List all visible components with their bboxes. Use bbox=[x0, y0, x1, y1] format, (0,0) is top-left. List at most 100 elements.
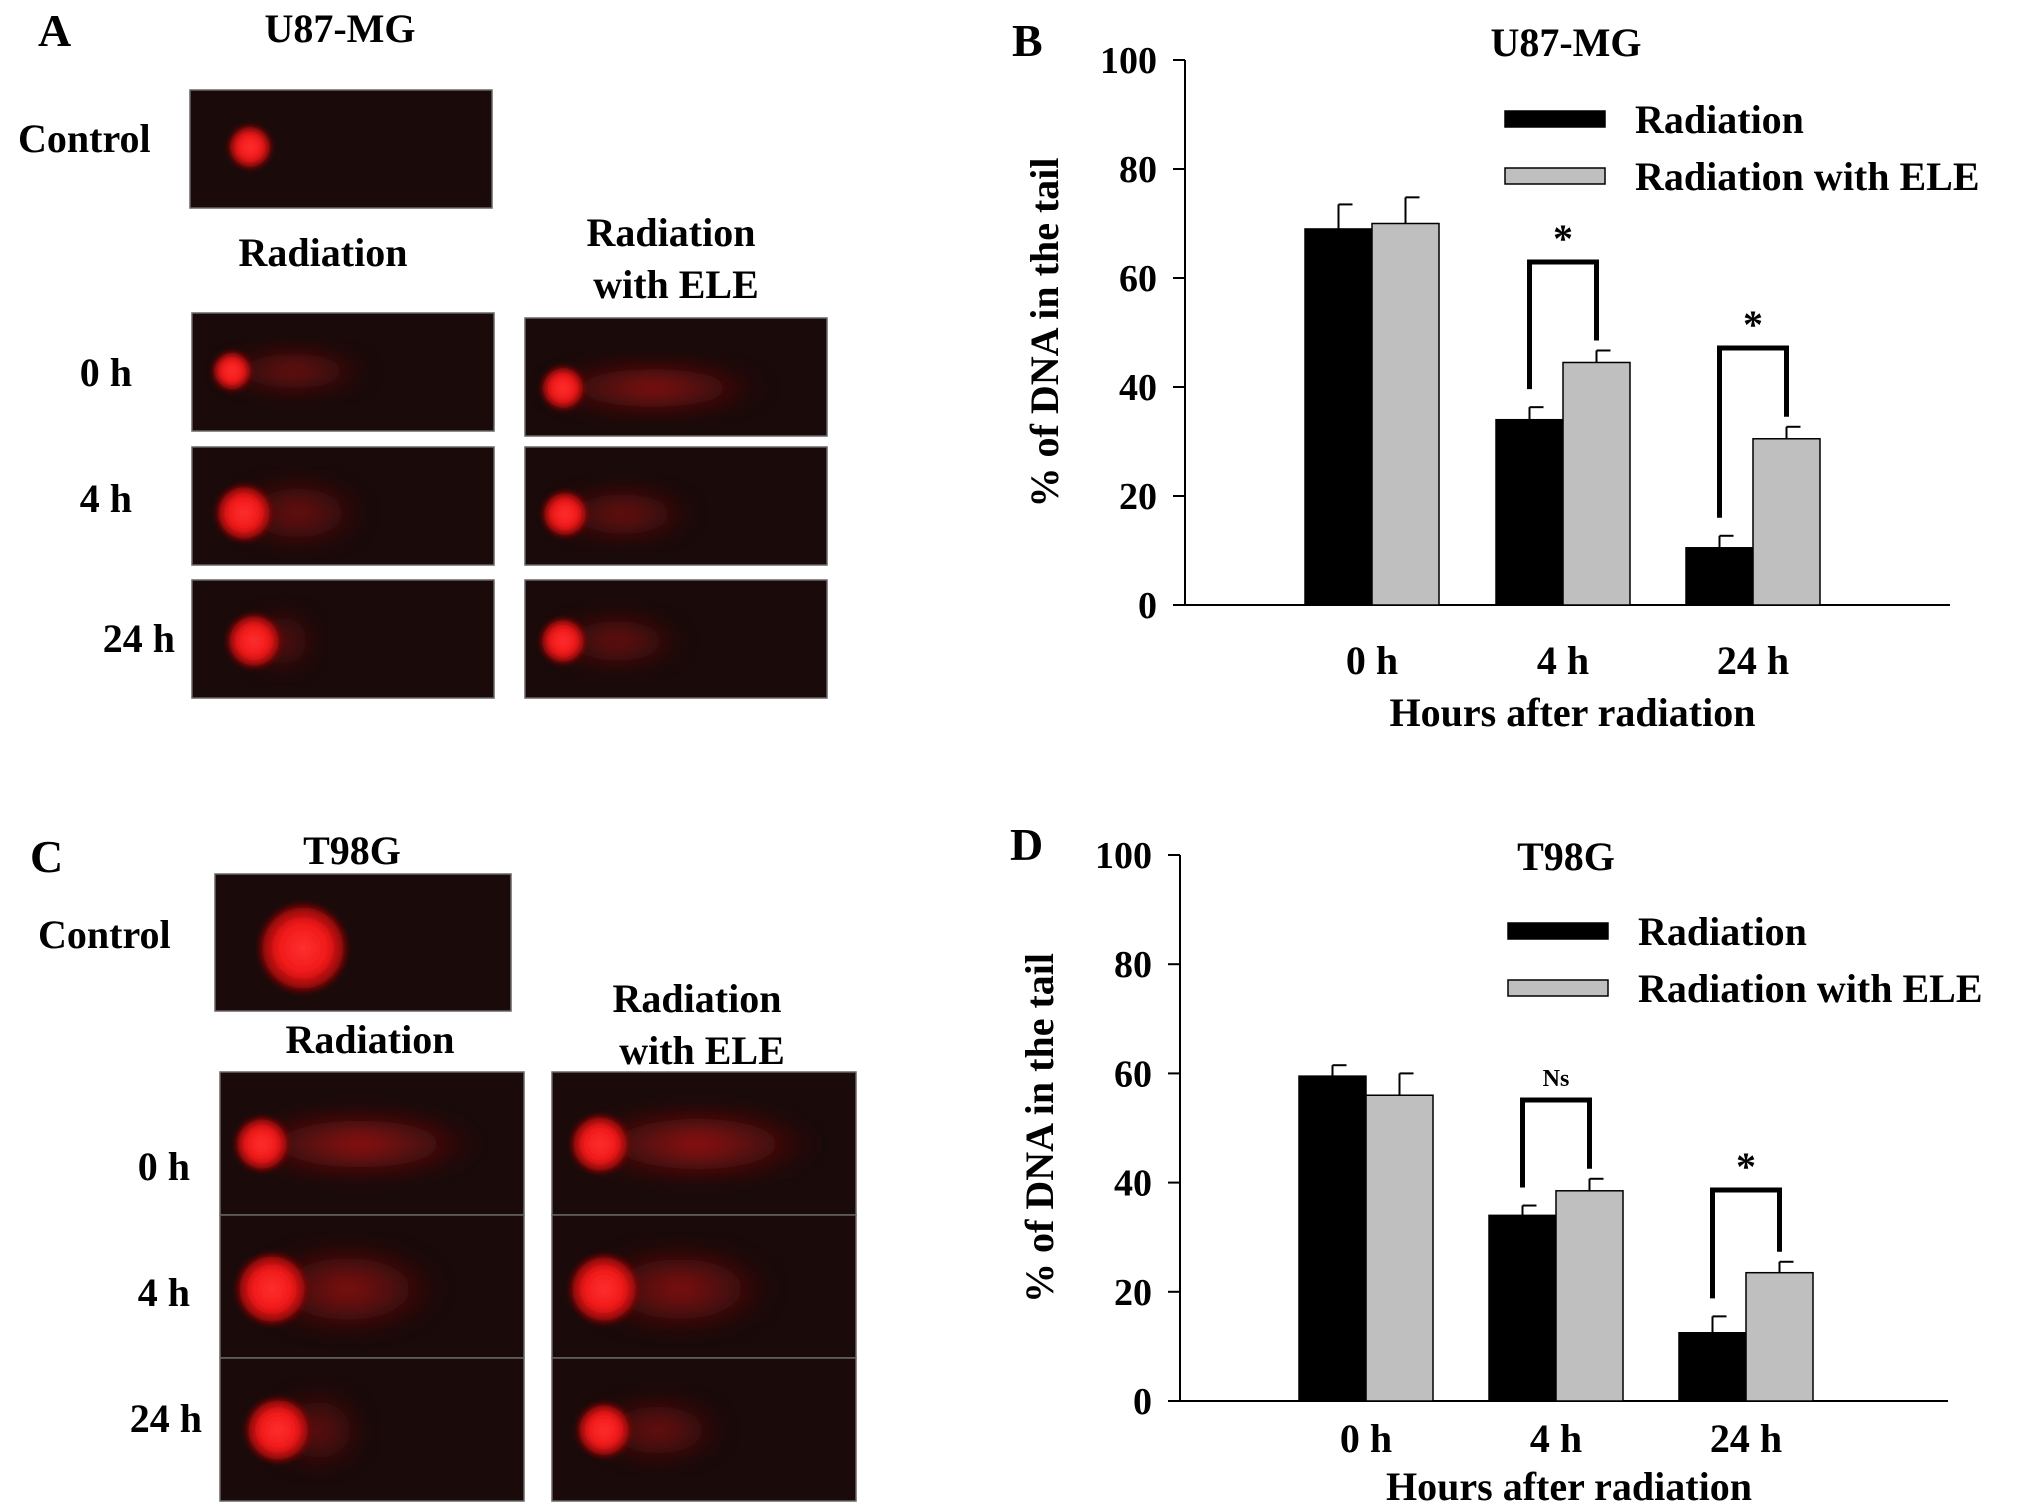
comet-image-a-ele-0h bbox=[524, 317, 828, 437]
comet-head bbox=[227, 124, 273, 170]
significance-bracket bbox=[1527, 259, 1599, 390]
panel-c-row-4h: 4 h bbox=[138, 1270, 190, 1315]
y-tick-label: 60 bbox=[1119, 258, 1157, 300]
comet-head bbox=[568, 1112, 632, 1176]
comet-head bbox=[575, 1401, 633, 1459]
panel-a-col-radiation-ele-line2: with ELE bbox=[593, 262, 759, 307]
comet-image-a-radiation-4h bbox=[191, 446, 495, 566]
comet-head bbox=[211, 350, 253, 392]
panel-c-cell-line: T98G bbox=[303, 828, 401, 873]
legend-swatch bbox=[1507, 979, 1609, 997]
panel-c-row-24h: 24 h bbox=[130, 1396, 202, 1441]
comet-image-c-ele-0h bbox=[551, 1071, 857, 1216]
panel-a-row-24h: 24 h bbox=[103, 616, 175, 661]
bar-radiation-0 bbox=[1304, 228, 1373, 606]
panel-b-letter: B bbox=[1012, 15, 1043, 66]
significance-label: * bbox=[1736, 1144, 1756, 1189]
comet-head bbox=[225, 612, 283, 670]
comet-image-c-ele-4h bbox=[551, 1214, 857, 1359]
y-tick-label: 40 bbox=[1119, 367, 1157, 409]
x-tick-label: 24 h bbox=[1710, 1416, 1782, 1461]
legend-label: Radiation with ELE bbox=[1638, 966, 1983, 1011]
bar-radiation-ele-2 bbox=[1752, 438, 1821, 606]
bar-radiation-ele-2 bbox=[1745, 1271, 1814, 1402]
y-tick-label: 100 bbox=[1095, 835, 1152, 877]
comet-image-c-radiation-0h bbox=[219, 1071, 525, 1216]
panel-a-col-radiation-ele: Radiation with ELE bbox=[587, 210, 766, 307]
panel-a-control-label: Control bbox=[18, 116, 151, 161]
panel-c-col-radiation-ele: Radiation with ELE bbox=[613, 976, 792, 1073]
bar-radiation-0 bbox=[1298, 1075, 1367, 1402]
y-tick-label: 0 bbox=[1133, 1381, 1152, 1423]
x-tick-label: 24 h bbox=[1717, 638, 1789, 683]
y-tick-label: 40 bbox=[1114, 1163, 1152, 1205]
bar-radiation-1 bbox=[1488, 1214, 1557, 1402]
comet-tail bbox=[229, 1106, 489, 1182]
panel-b: B 0 20 40 60 80 100 * * 0 h 4 h 24 h Hours after ra… bbox=[1012, 15, 1980, 735]
x-tick-label: 0 h bbox=[1346, 638, 1398, 683]
bar-radiation-ele-0 bbox=[1371, 222, 1440, 606]
panel-c-comet-images bbox=[214, 873, 857, 1502]
panel-a-row-4h: 4 h bbox=[80, 476, 132, 521]
x-tick-label: 4 h bbox=[1530, 1416, 1582, 1461]
comet-head bbox=[234, 1251, 310, 1327]
x-axis-label: Hours after radiation bbox=[1390, 690, 1756, 735]
panel-c-row-0h: 0 h bbox=[138, 1144, 190, 1189]
chart-title: U87-MG bbox=[1490, 20, 1641, 65]
panel-c: C T98G Control Radiation Radiation with … bbox=[30, 828, 857, 1502]
significance-bracket bbox=[1717, 345, 1789, 518]
y-tick-label: 100 bbox=[1100, 40, 1157, 82]
panel-a: A U87-MG Control Radiation Radiation wit… bbox=[18, 5, 828, 699]
y-tick-label: 20 bbox=[1114, 1272, 1152, 1314]
comet-image-c-ele-24h bbox=[551, 1357, 857, 1502]
panel-c-col-radiation-ele-line2: with ELE bbox=[619, 1028, 785, 1073]
panel-a-letter: A bbox=[38, 5, 71, 56]
significance-bracket bbox=[1520, 1097, 1592, 1188]
panel-a-col-radiation: Radiation bbox=[239, 230, 408, 275]
panel-a-row-0h: 0 h bbox=[80, 350, 132, 395]
legend-swatch bbox=[1507, 922, 1609, 940]
comet-tail bbox=[567, 1103, 827, 1185]
x-tick-label: 4 h bbox=[1537, 638, 1589, 683]
panel-c-col-radiation-ele-line1: Radiation bbox=[613, 976, 782, 1021]
significance-label: * bbox=[1553, 216, 1573, 261]
comet-head bbox=[567, 1252, 641, 1326]
chart-title: T98G bbox=[1517, 834, 1615, 879]
bar-radiation-2 bbox=[1685, 547, 1754, 606]
bar-radiation-1 bbox=[1495, 418, 1564, 606]
bar-radiation-ele-1 bbox=[1555, 1190, 1624, 1402]
comet-head bbox=[243, 1395, 313, 1465]
y-axis-label: % of DNA in the tail bbox=[1022, 158, 1067, 508]
comet-tail bbox=[211, 344, 375, 398]
legend-swatch bbox=[1504, 110, 1606, 128]
legend-label: Radiation with ELE bbox=[1635, 154, 1980, 199]
comet-image-a-radiation-0h bbox=[191, 312, 495, 432]
comet-head bbox=[214, 483, 274, 543]
comet-head bbox=[233, 1115, 291, 1173]
comet-image-a-ele-24h bbox=[524, 579, 828, 699]
comet-tail bbox=[545, 482, 700, 546]
chart-b: 0 20 40 60 80 100 * * 0 h 4 h 24 h Hours after radi… bbox=[1022, 20, 1980, 735]
comet-head bbox=[538, 616, 588, 666]
bar-radiation-ele-1 bbox=[1562, 361, 1631, 606]
comet-tail bbox=[533, 358, 773, 418]
legend-label: Radiation bbox=[1635, 97, 1804, 142]
panel-a-comet-images bbox=[189, 89, 828, 699]
significance-label: Ns bbox=[1543, 1066, 1570, 1092]
comet-head bbox=[255, 900, 351, 996]
panel-a-cell-line: U87-MG bbox=[264, 6, 415, 51]
comet-image-c-radiation-24h bbox=[219, 1357, 525, 1502]
panel-a-col-radiation-ele-line1: Radiation bbox=[587, 210, 756, 255]
panel-c-letter: C bbox=[30, 831, 63, 882]
bar-radiation-2 bbox=[1678, 1332, 1747, 1402]
comet-image-c-radiation-4h bbox=[219, 1214, 525, 1359]
bar-radiation-ele-0 bbox=[1365, 1094, 1434, 1402]
x-tick-label: 0 h bbox=[1340, 1416, 1392, 1461]
x-axis-label: Hours after radiation bbox=[1386, 1464, 1752, 1509]
comet-image-c-control bbox=[214, 873, 512, 1012]
legend-label: Radiation bbox=[1638, 909, 1807, 954]
panel-d-letter: D bbox=[1010, 819, 1043, 870]
